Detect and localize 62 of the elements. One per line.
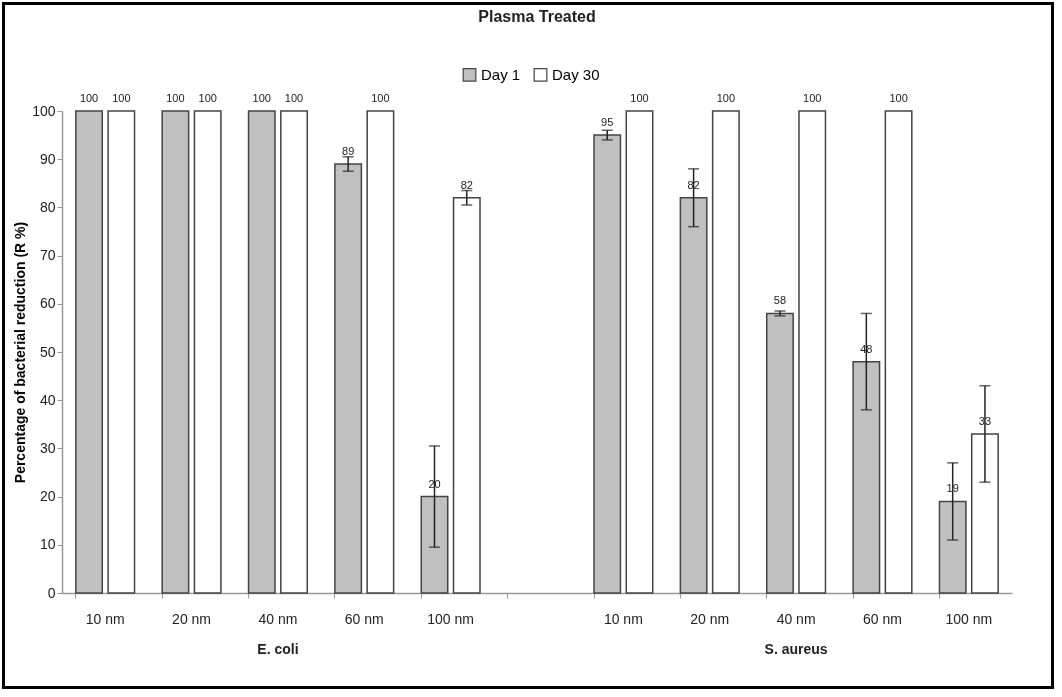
bar	[107, 110, 136, 594]
bar	[193, 110, 222, 594]
x-tick-label: 40 nm	[776, 610, 816, 627]
y-tick-label: 20	[39, 488, 56, 505]
bar	[625, 110, 654, 594]
bar	[798, 110, 827, 594]
y-tick-label: 10	[39, 536, 56, 553]
bar	[75, 110, 104, 594]
y-tick-label: 40	[39, 391, 56, 408]
y-tick-label: 0	[47, 584, 56, 601]
y-tick-label: 100	[32, 102, 56, 119]
y-axis-title: Percentage of bacterial reduction (R %)	[12, 221, 29, 484]
text: S. aureus	[764, 641, 828, 657]
bar	[970, 433, 999, 594]
data-label: 100	[889, 92, 908, 104]
x-tick-label: 10 nm	[85, 610, 125, 627]
data-label: 100	[803, 92, 822, 104]
y-tick-label: 50	[39, 343, 56, 360]
bar	[711, 110, 740, 594]
bar	[452, 197, 481, 594]
x-tick-label: 10 nm	[603, 610, 643, 627]
text: E. coli	[257, 641, 299, 657]
data-label: 100	[630, 92, 649, 104]
bar	[247, 110, 276, 594]
data-label: 89	[342, 145, 355, 158]
data-label: 100	[716, 92, 736, 104]
x-tick-label: 60 nm	[344, 610, 384, 627]
data-label: 100	[112, 92, 131, 104]
x-tick-label: 20 nm	[172, 610, 212, 627]
x-tick-label: 40 nm	[258, 610, 298, 627]
y-tick-label: 80	[39, 198, 56, 215]
bar	[884, 110, 913, 594]
bar	[938, 500, 967, 594]
x-tick-label: 20 nm	[690, 610, 730, 627]
y-tick-label: 90	[39, 150, 56, 167]
y-tick-label: 70	[39, 247, 56, 264]
bar	[161, 110, 190, 594]
data-label: 100	[252, 92, 271, 104]
data-label: 100	[284, 92, 304, 104]
bar	[334, 163, 363, 594]
bar	[420, 495, 449, 594]
data-label: 95	[601, 116, 614, 129]
bar	[679, 197, 708, 594]
y-tick-label: 30	[39, 439, 56, 456]
legend-label: Day 1	[481, 65, 521, 83]
data-label: 58	[773, 294, 787, 307]
bar	[765, 312, 794, 594]
data-label: 100	[198, 92, 217, 104]
x-tick-label: 60 nm	[862, 610, 902, 627]
chart-title: Plasma Treated	[478, 8, 596, 25]
bar	[280, 110, 309, 594]
bar	[593, 134, 622, 594]
x-tick-label: 100 nm	[427, 610, 474, 627]
x-tick-label: 100 nm	[945, 610, 993, 627]
data-label: 82	[460, 178, 473, 191]
data-label: 100	[79, 92, 99, 104]
data-label: 100	[371, 92, 390, 104]
y-tick-label: 60	[39, 295, 56, 312]
legend-label: Day 30	[552, 65, 600, 83]
bar	[366, 110, 395, 594]
data-label: 100	[166, 92, 185, 104]
bar	[852, 360, 881, 594]
